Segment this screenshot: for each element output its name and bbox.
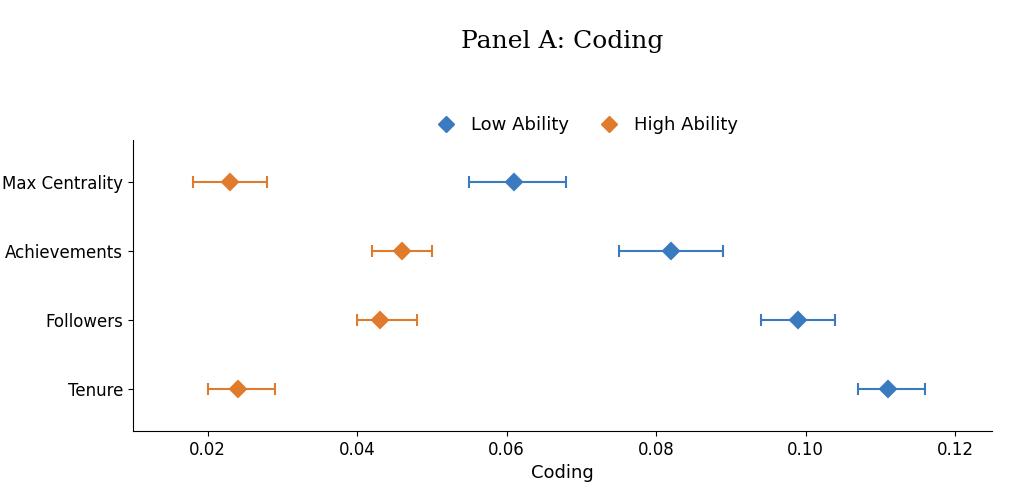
Legend: Low Ability, High Ability: Low Ability, High Ability <box>420 109 746 142</box>
Text: Panel A: Coding: Panel A: Coding <box>461 30 664 53</box>
X-axis label: Coding: Coding <box>531 464 594 482</box>
